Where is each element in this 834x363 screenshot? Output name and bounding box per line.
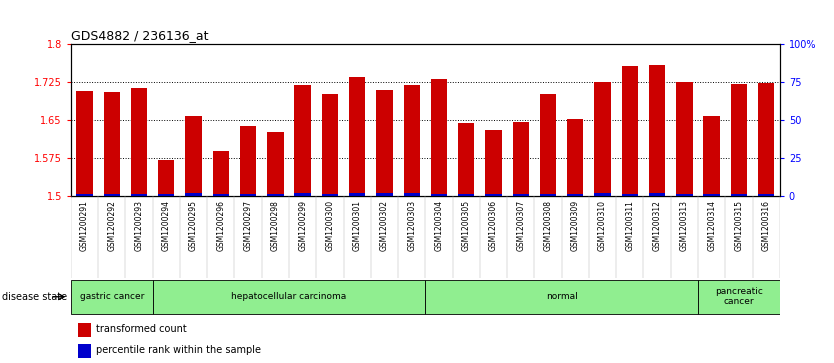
Bar [376, 193, 393, 196]
Text: GSM1200296: GSM1200296 [216, 200, 225, 251]
Text: GSM1200313: GSM1200313 [680, 200, 689, 251]
Bar [676, 82, 692, 196]
Bar [431, 79, 447, 196]
Bar [131, 195, 148, 196]
Text: GSM1200302: GSM1200302 [380, 200, 389, 251]
Bar [240, 126, 256, 196]
Text: GSM1200309: GSM1200309 [570, 200, 580, 251]
Text: normal: normal [545, 292, 577, 301]
Bar [294, 193, 311, 196]
Text: GSM1200314: GSM1200314 [707, 200, 716, 251]
Bar [540, 94, 556, 196]
Bar [649, 193, 666, 196]
Text: GSM1200297: GSM1200297 [244, 200, 253, 251]
Bar [404, 193, 420, 196]
Bar [703, 116, 720, 196]
Bar [77, 195, 93, 196]
Text: GSM1200300: GSM1200300 [325, 200, 334, 251]
Bar [595, 82, 610, 196]
Text: GSM1200316: GSM1200316 [761, 200, 771, 251]
Text: GSM1200310: GSM1200310 [598, 200, 607, 251]
Text: GSM1200307: GSM1200307 [516, 200, 525, 251]
FancyBboxPatch shape [71, 280, 153, 314]
Text: GSM1200311: GSM1200311 [626, 200, 635, 251]
Bar [349, 77, 365, 196]
Bar [131, 88, 148, 196]
Bar [77, 91, 93, 196]
Bar [485, 130, 502, 196]
Bar [267, 132, 284, 196]
Text: GSM1200306: GSM1200306 [489, 200, 498, 251]
Text: GSM1200298: GSM1200298 [271, 200, 280, 251]
Text: GSM1200294: GSM1200294 [162, 200, 171, 251]
Text: GSM1200293: GSM1200293 [134, 200, 143, 251]
Text: disease state: disease state [2, 292, 67, 302]
Text: GSM1200303: GSM1200303 [407, 200, 416, 251]
Bar [731, 84, 747, 196]
Text: GSM1200315: GSM1200315 [735, 200, 743, 251]
Text: GSM1200312: GSM1200312 [652, 200, 661, 251]
Bar [240, 195, 256, 196]
Bar [322, 94, 338, 196]
Bar [758, 83, 774, 196]
Bar [158, 195, 174, 196]
Text: pancreatic
cancer: pancreatic cancer [715, 287, 763, 306]
Bar [78, 344, 91, 358]
Bar [513, 195, 529, 196]
Bar [458, 195, 475, 196]
Bar [294, 85, 311, 196]
Text: GSM1200304: GSM1200304 [435, 200, 444, 251]
Text: percentile rank within the sample: percentile rank within the sample [96, 345, 261, 355]
Bar [649, 65, 666, 196]
Text: GSM1200291: GSM1200291 [80, 200, 89, 251]
FancyBboxPatch shape [698, 280, 780, 314]
Text: GSM1200292: GSM1200292 [108, 200, 116, 251]
Bar [213, 195, 229, 196]
Bar [731, 195, 747, 196]
Text: GSM1200301: GSM1200301 [353, 200, 362, 251]
Text: GSM1200305: GSM1200305 [462, 200, 470, 251]
FancyBboxPatch shape [153, 280, 425, 314]
Bar [185, 193, 202, 196]
Bar [322, 195, 338, 196]
Text: GSM1200308: GSM1200308 [544, 200, 553, 251]
Text: hepatocellular carcinoma: hepatocellular carcinoma [231, 292, 347, 301]
FancyBboxPatch shape [425, 280, 698, 314]
Bar [567, 119, 584, 196]
Text: transformed count: transformed count [96, 324, 187, 334]
Bar [567, 195, 584, 196]
Bar [103, 92, 120, 196]
Bar [703, 195, 720, 196]
Bar [213, 151, 229, 196]
Bar [404, 85, 420, 196]
Bar [595, 193, 610, 196]
Bar [78, 323, 91, 337]
Text: GSM1200295: GSM1200295 [189, 200, 198, 251]
Text: gastric cancer: gastric cancer [79, 292, 144, 301]
Bar [458, 123, 475, 196]
Bar [758, 195, 774, 196]
Bar [267, 195, 284, 196]
Bar [513, 122, 529, 196]
Bar [540, 195, 556, 196]
Bar [158, 160, 174, 196]
Bar [485, 195, 502, 196]
Bar [349, 193, 365, 196]
Bar [185, 116, 202, 196]
Bar [621, 66, 638, 196]
Bar [621, 195, 638, 196]
Bar [376, 90, 393, 196]
Bar [431, 195, 447, 196]
Text: GSM1200299: GSM1200299 [298, 200, 307, 251]
Bar [676, 195, 692, 196]
Bar [103, 195, 120, 196]
Text: GDS4882 / 236136_at: GDS4882 / 236136_at [71, 29, 208, 42]
